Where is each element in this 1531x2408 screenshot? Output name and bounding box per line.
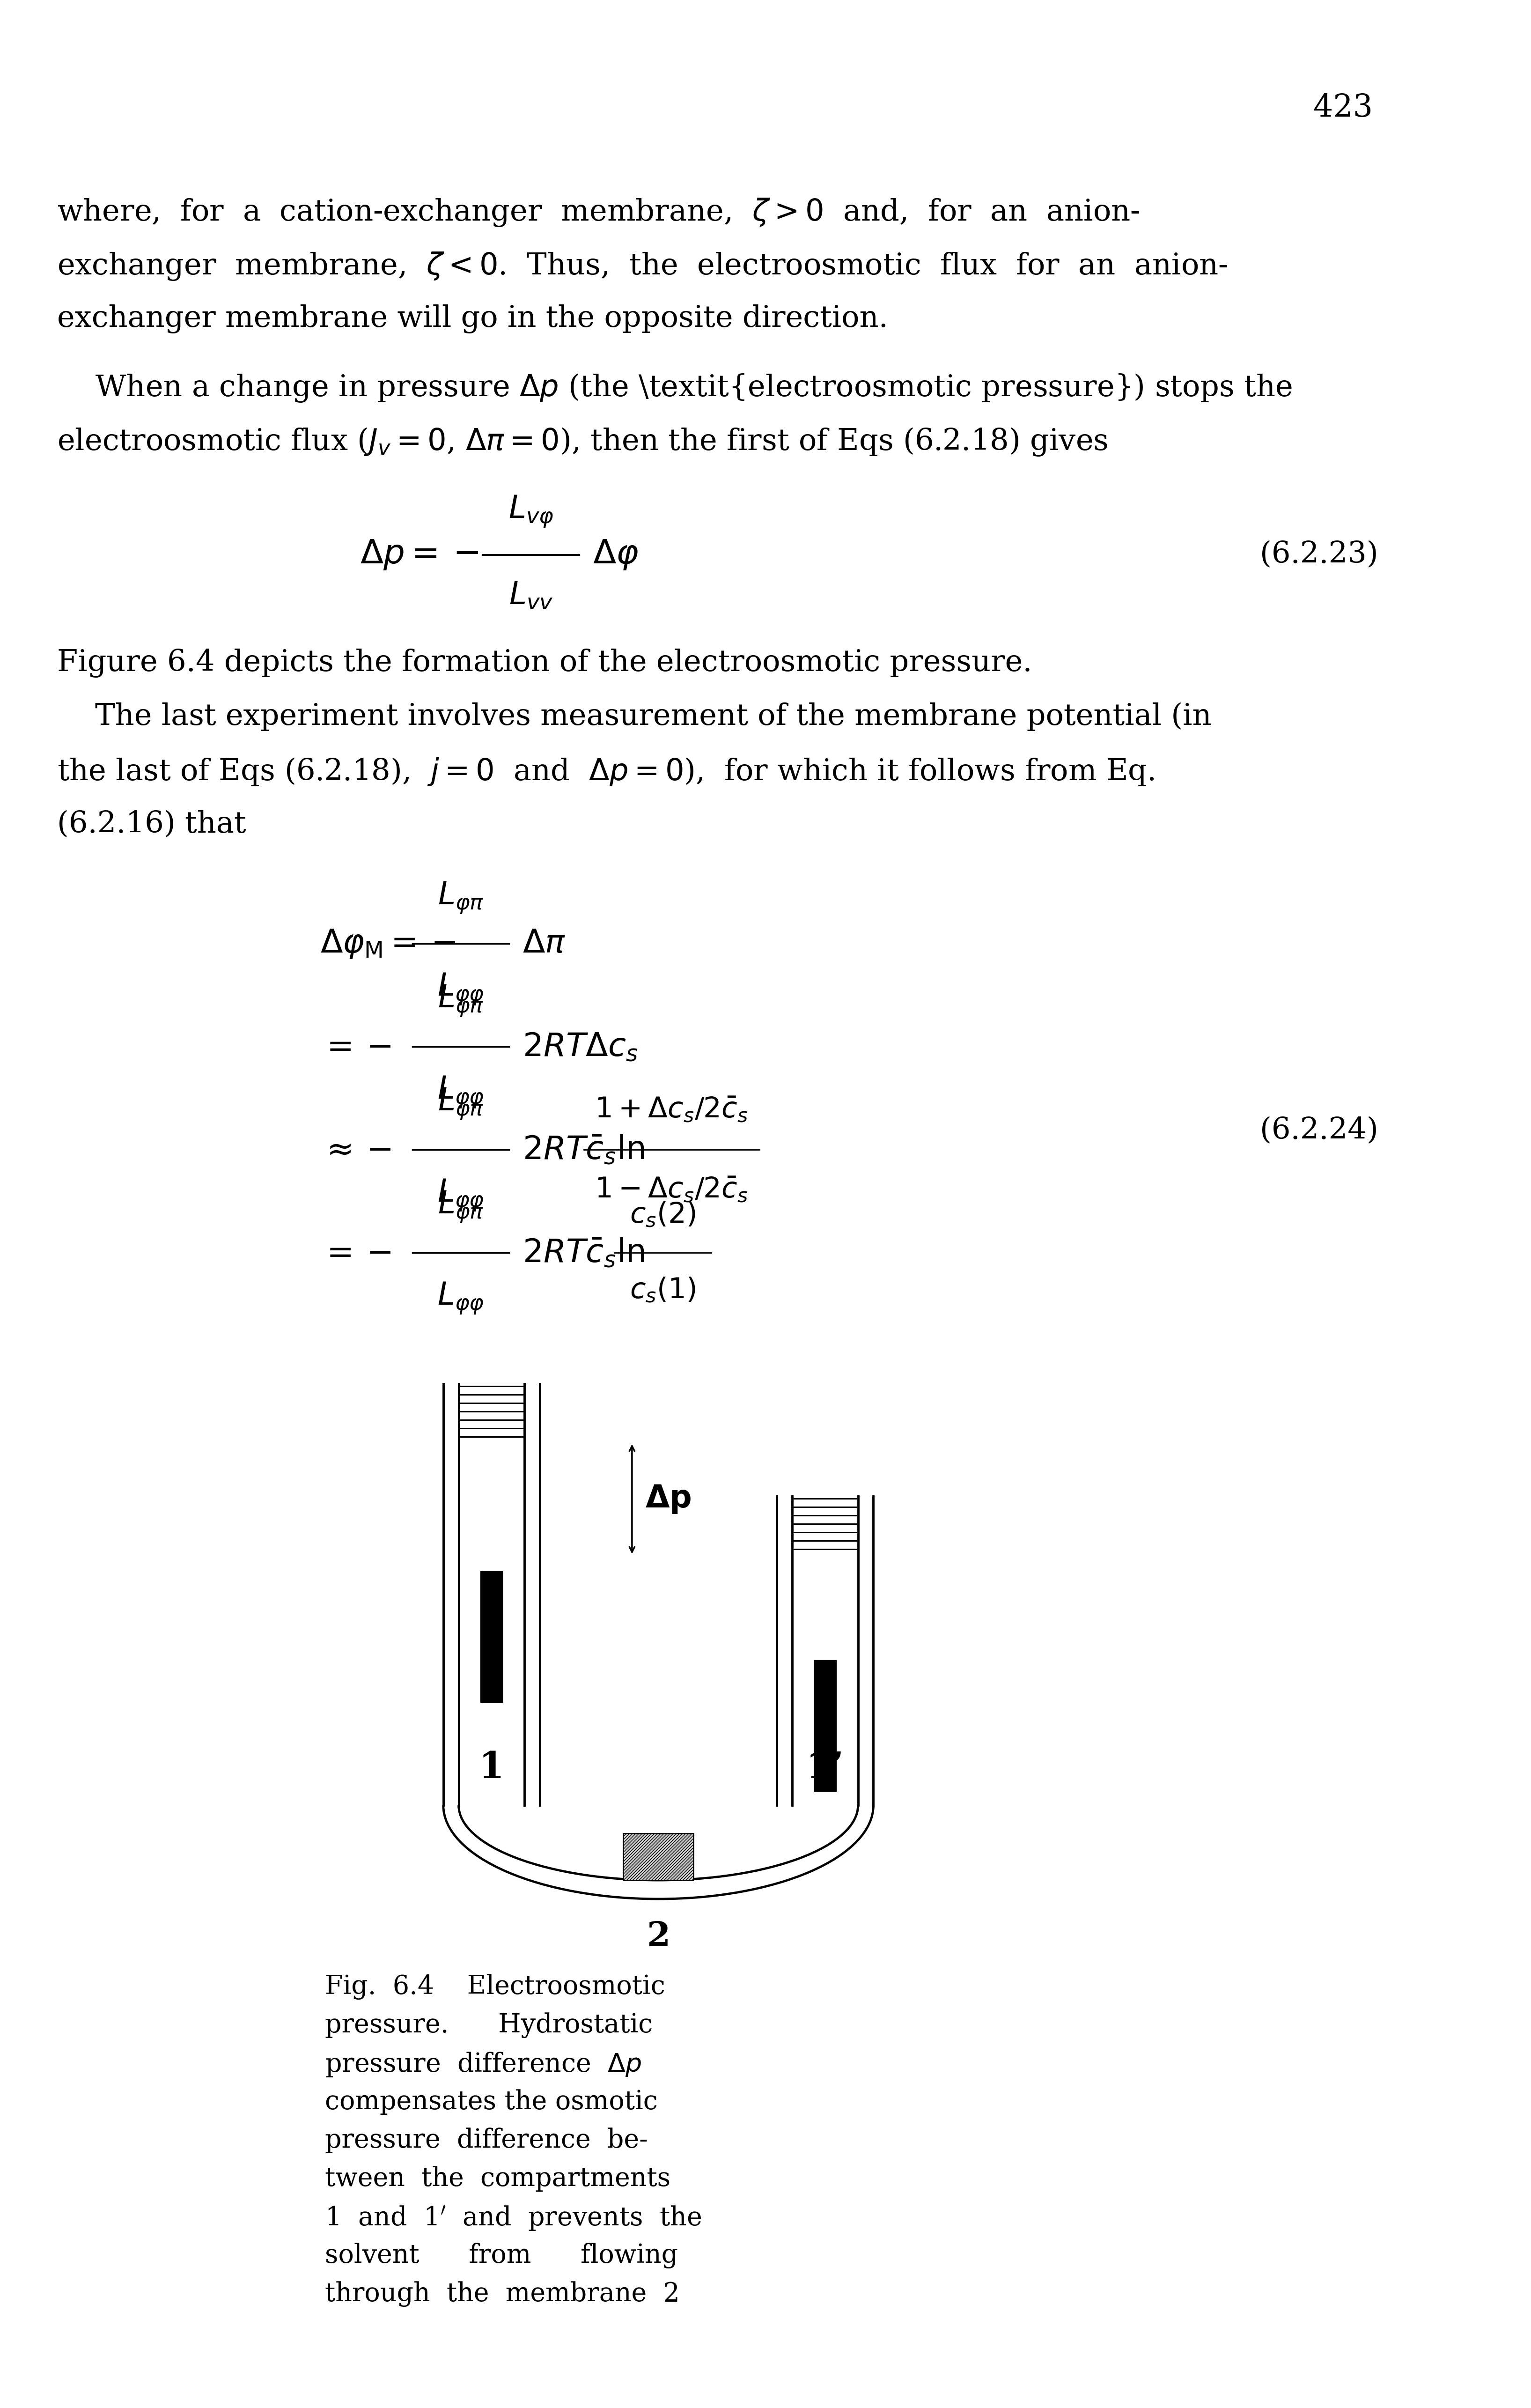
Text: tween  the  compartments: tween the compartments: [325, 2165, 671, 2191]
Text: 1  and  1$'$  and  prevents  the: 1 and 1$'$ and prevents the: [325, 2203, 701, 2232]
Bar: [481, 1570, 502, 1702]
Text: Fig.  6.4    Electroosmotic: Fig. 6.4 Electroosmotic: [325, 1975, 664, 1999]
Text: $L_{\varphi\pi}$: $L_{\varphi\pi}$: [438, 1086, 484, 1122]
Text: (6.2.16) that: (6.2.16) that: [57, 809, 246, 838]
Text: exchanger membrane will go in the opposite direction.: exchanger membrane will go in the opposi…: [57, 303, 888, 332]
Text: $L_{\varphi\pi}$: $L_{\varphi\pi}$: [438, 982, 484, 1019]
Text: 1: 1: [479, 1751, 504, 1787]
Text: $L_{\varphi\pi}$: $L_{\varphi\pi}$: [438, 881, 484, 915]
Text: $\mathbf{\Delta p}$: $\mathbf{\Delta p}$: [645, 1483, 690, 1515]
Text: $= -$: $= -$: [320, 1031, 392, 1062]
Text: Figure 6.4 depicts the formation of the electroosmotic pressure.: Figure 6.4 depicts the formation of the …: [57, 648, 1032, 677]
Text: $1+\Delta c_s/2\bar{c}_s$: $1+\Delta c_s/2\bar{c}_s$: [594, 1096, 749, 1125]
Text: $L_{\varphi\varphi}$: $L_{\varphi\varphi}$: [438, 1178, 484, 1214]
Text: 423: 423: [1314, 92, 1373, 123]
Text: $L_{v\varphi}$: $L_{v\varphi}$: [508, 494, 554, 530]
Text: $L_{\varphi\varphi}$: $L_{\varphi\varphi}$: [438, 973, 484, 1007]
Text: $= -$: $= -$: [320, 1238, 392, 1269]
Text: where,  for  a  cation-exchanger  membrane,  $\zeta>0$  and,  for  an  anion-: where, for a cation-exchanger membrane, …: [57, 197, 1139, 229]
Text: (6.2.23): (6.2.23): [1260, 542, 1378, 568]
Text: $c_s(1)$: $c_s(1)$: [629, 1276, 695, 1305]
Text: $L_{\varphi\pi}$: $L_{\varphi\pi}$: [438, 1190, 484, 1226]
Bar: [623, 1832, 694, 1881]
Text: $\Delta\pi$: $\Delta\pi$: [522, 927, 565, 958]
Text: the last of Eqs (6.2.18),  $j=0$  and  $\Delta p=0$),  for which it follows from: the last of Eqs (6.2.18), $j=0$ and $\De…: [57, 756, 1154, 787]
Bar: [814, 1659, 836, 1792]
Text: 1’: 1’: [807, 1751, 844, 1787]
Text: compensates the osmotic: compensates the osmotic: [325, 2090, 657, 2114]
Text: $\approx -$: $\approx -$: [320, 1134, 392, 1165]
Text: $2RT\bar{c}_s\ln$: $2RT\bar{c}_s\ln$: [522, 1238, 645, 1269]
Text: pressure  difference  be-: pressure difference be-: [325, 2129, 648, 2153]
Text: pressure  difference  $\Delta p$: pressure difference $\Delta p$: [325, 2052, 641, 2078]
Text: $\Delta\varphi_{\rm M} = -$: $\Delta\varphi_{\rm M} = -$: [320, 927, 456, 961]
Text: $L_{\varphi\varphi}$: $L_{\varphi\varphi}$: [438, 1074, 484, 1110]
Text: through  the  membrane  2: through the membrane 2: [325, 2280, 680, 2307]
Text: 2: 2: [646, 1919, 671, 1953]
Text: $L_{vv}$: $L_{vv}$: [508, 580, 553, 612]
Text: solvent      from      flowing: solvent from flowing: [325, 2242, 678, 2268]
Text: The last experiment involves measurement of the membrane potential (in: The last experiment involves measurement…: [57, 703, 1211, 732]
Text: exchanger  membrane,  $\zeta<0$.  Thus,  the  electroosmotic  flux  for  an  ani: exchanger membrane, $\zeta<0$. Thus, the…: [57, 250, 1228, 282]
Text: (6.2.24): (6.2.24): [1260, 1117, 1378, 1146]
Text: $2RT\Delta c_s$: $2RT\Delta c_s$: [522, 1031, 638, 1062]
Text: $L_{\varphi\varphi}$: $L_{\varphi\varphi}$: [438, 1281, 484, 1317]
Text: $1-\Delta c_s/2\bar{c}_s$: $1-\Delta c_s/2\bar{c}_s$: [594, 1175, 749, 1204]
Text: $2RT\bar{c}_s\ln$: $2RT\bar{c}_s\ln$: [522, 1134, 645, 1165]
Text: $\Delta p = -$: $\Delta p = -$: [360, 539, 478, 571]
Text: $c_s(2)$: $c_s(2)$: [629, 1202, 695, 1230]
Text: When a change in pressure $\Delta p$ (the \textit{electroosmotic pressure}) stop: When a change in pressure $\Delta p$ (th…: [57, 373, 1292, 405]
Text: pressure.      Hydrostatic: pressure. Hydrostatic: [325, 2013, 652, 2037]
Text: $\Delta\varphi$: $\Delta\varphi$: [592, 539, 638, 571]
Text: electroosmotic flux ($J_v=0$, $\Delta\pi=0$), then the first of Eqs (6.2.18) giv: electroosmotic flux ($J_v=0$, $\Delta\pi…: [57, 426, 1108, 458]
